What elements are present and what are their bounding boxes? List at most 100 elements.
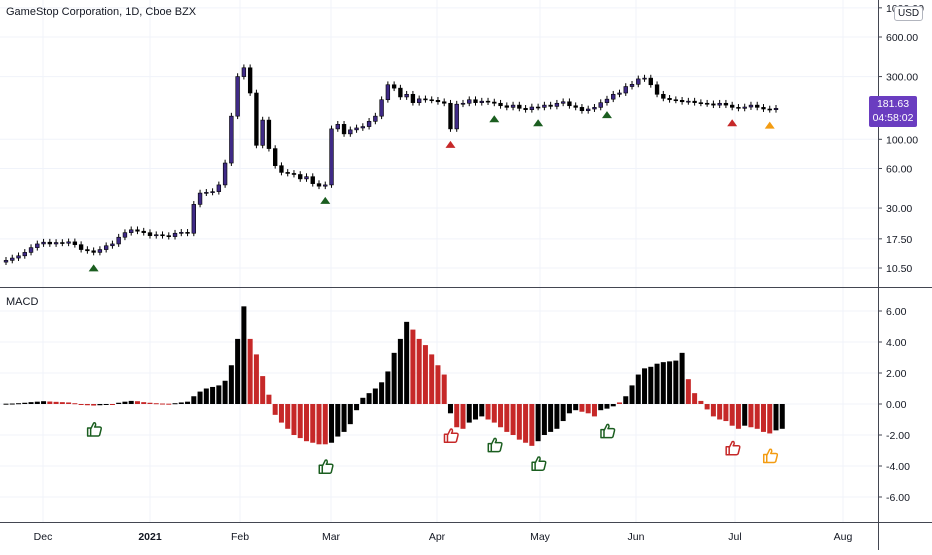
candle-body [711,103,716,106]
candle-body [648,77,653,86]
macd-bar [141,402,147,404]
candle-body [742,106,747,109]
macd-bar [585,404,591,414]
macd-bar [285,404,291,429]
candle-body [504,105,509,108]
time-tick-label: Apr [429,531,446,543]
candle-body [617,92,622,95]
candle-body [129,229,134,233]
candle-body [567,101,572,107]
macd-bar [679,352,685,404]
macd-bar [28,402,34,404]
candle-body [748,104,754,108]
macd-bar [47,401,53,404]
candle-body [773,108,779,110]
macd-bar [84,404,90,406]
macd-bar [172,403,178,405]
candle-body [661,93,666,99]
candle-body [761,107,766,110]
macd-bar [635,374,641,404]
candle-body [629,84,635,87]
macd-bar [579,404,585,412]
candle-body [47,241,52,245]
macd-bar [191,396,197,404]
candle-body [673,99,679,102]
macd-bar [779,404,785,429]
macd-bar [366,393,372,404]
macd-bar [773,404,779,431]
macd-bar [310,404,316,443]
macd-bar [554,404,560,429]
candle-body [385,84,391,101]
price-tick-label: 60.00 [886,163,912,175]
candle-body [636,78,641,85]
candle-body [310,176,315,184]
candle-body [241,67,247,77]
candle-body [467,99,472,104]
time-tick-label: Jul [728,531,741,543]
candle-body [41,241,46,245]
macd-bar [397,338,403,404]
currency-button[interactable]: USD [894,6,924,21]
signal-triangle [727,119,738,127]
macd-bar [598,404,604,411]
macd-bar [667,361,673,404]
candle-body [535,106,541,109]
macd-bar [347,404,353,425]
candle-body [485,100,491,103]
macd-bar [754,404,760,429]
candle-body [642,77,647,80]
macd-tick-label: 4.00 [886,337,907,349]
candle-body [429,99,434,102]
macd-bar [473,404,479,420]
candle-body [730,104,735,108]
macd-bar [422,345,428,404]
macd-bar [485,404,491,420]
price-tick-label: 17.50 [886,234,912,246]
macd-bar [410,329,416,404]
thumbs-up-shape [86,422,102,437]
macd-bar [616,402,622,404]
macd-bar [9,403,15,405]
macd-bar [466,404,472,423]
price-candles [3,64,779,266]
macd-bar [222,380,228,404]
candle-body [279,165,284,173]
macd-bar [97,404,103,406]
macd-bar [116,402,122,404]
macd-bar [498,404,504,428]
macd-bar [266,394,272,404]
macd-bar [629,385,635,404]
candle-body [698,102,704,104]
macd-bar [379,382,385,404]
macd-bar [504,404,510,432]
macd-bar [479,404,485,417]
candle-body [60,242,65,244]
macd-bar [66,402,72,404]
macd-bar [128,400,134,404]
candle-body [492,101,497,104]
signal-triangle [489,115,500,123]
candle-body [147,232,153,236]
price-tick-label: 30.00 [886,203,912,215]
macd-bar [134,401,140,404]
signal-triangle [764,121,775,129]
candle-body [323,184,328,187]
macd-bar [591,404,597,417]
candle-body [448,102,453,130]
candle-body [298,174,303,180]
macd-bar [316,404,322,445]
thumbs-up-icon [531,456,547,471]
candle-body [10,257,15,261]
candle-body [723,102,729,106]
candle-body [416,98,422,103]
price-tick-label: 600.00 [886,32,918,44]
macd-tick-label: 6.00 [886,306,907,318]
macd-bar [441,374,447,404]
candle-body [523,108,528,110]
macd-bar [72,403,78,405]
macd-bar [460,404,466,429]
candle-body [172,232,178,237]
